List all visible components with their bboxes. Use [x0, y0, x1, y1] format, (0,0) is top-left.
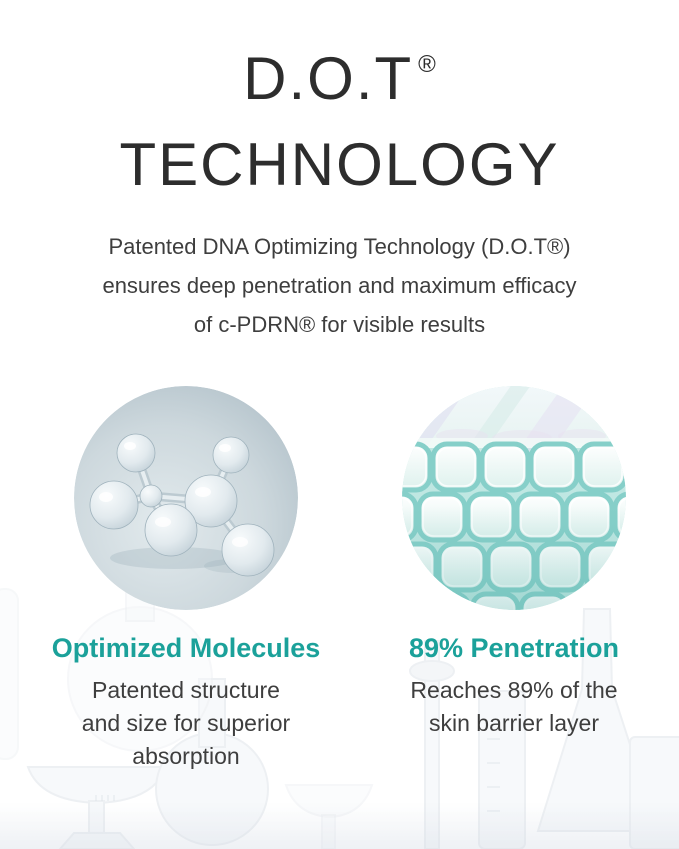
table-reflection-band	[0, 803, 679, 849]
feature-caption: 89% Penetration	[408, 633, 620, 663]
subtitle-line: of c-PDRN® for visible results	[193, 312, 486, 337]
subtitle-line: ensures deep penetration and maximum eff…	[102, 273, 577, 298]
feature-description: Patented structure and size for superior…	[36, 674, 336, 773]
molecule-image	[74, 386, 298, 610]
description-line: Patented structure	[92, 677, 280, 703]
registered-mark: ®	[418, 51, 436, 78]
feature-optimized-molecules: Optimized Molecules Patented structure a…	[36, 386, 336, 773]
feature-row: Optimized Molecules Patented structure a…	[0, 386, 679, 773]
page-title-line1: D.O.T ®	[0, 42, 679, 128]
subtitle: Patented DNA Optimizing Technology (D.O.…	[0, 227, 679, 344]
feature-description: Reaches 89% of the skin barrier layer	[364, 674, 664, 740]
description-line: absorption	[132, 743, 240, 769]
page-title-line2: TECHNOLOGY	[119, 131, 560, 198]
description-line: skin barrier layer	[429, 710, 599, 736]
header: D.O.T ® TECHNOLOGY Patented DNA Optimizin…	[0, 42, 679, 344]
description-line: Reaches 89% of the	[410, 677, 618, 703]
skin-barrier-image	[402, 386, 626, 610]
subtitle-line: Patented DNA Optimizing Technology (D.O.…	[108, 234, 571, 259]
title-text: D.O.T	[243, 45, 414, 112]
feature-caption: Optimized Molecules	[51, 633, 321, 663]
description-line: and size for superior	[81, 710, 291, 736]
feature-penetration: 89% Penetration Reaches 89% of the skin …	[364, 386, 664, 773]
